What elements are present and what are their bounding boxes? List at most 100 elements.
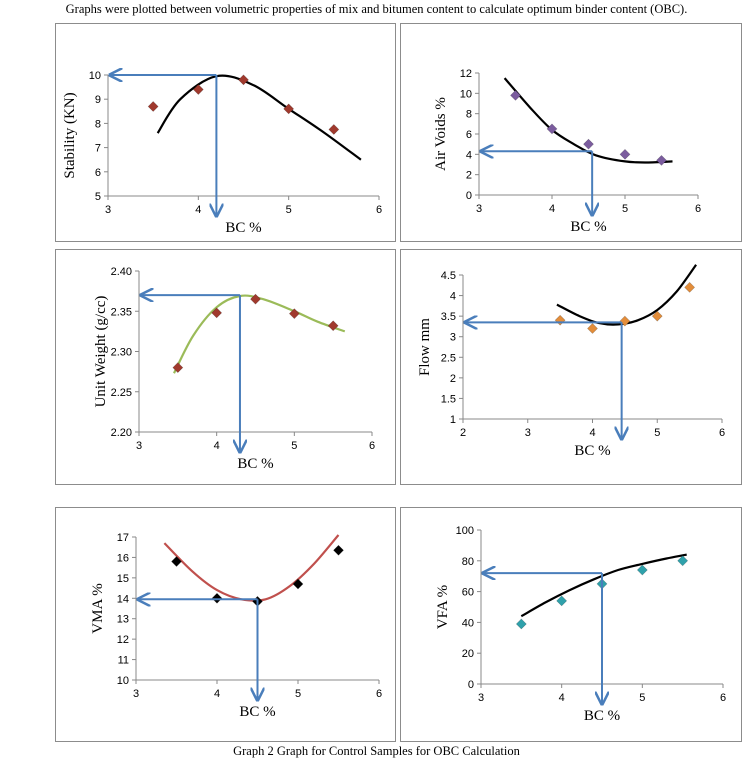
- air-voids-data-point: [510, 89, 521, 101]
- flow-x-tick-label: 3: [525, 427, 531, 439]
- stability-data-point: [238, 74, 249, 86]
- stability-y-tick-label: 10: [89, 70, 101, 82]
- vma-chart-svg: 10 11 12 13 14 15 16 17 3 4 5 6 BC % VMA %: [90, 532, 382, 720]
- vma-y-tick-label: 11: [118, 655, 129, 667]
- vma-trend-curve: [163, 534, 340, 602]
- unit-weight-y-tick-label: 2.35: [111, 306, 132, 318]
- air-voids-y-tick-label: 8: [466, 109, 472, 121]
- vfa-y-tick-label: 100: [456, 525, 474, 537]
- flow-y-tick-label: 1.5: [441, 393, 456, 405]
- air-voids-y-tick-label: 12: [460, 68, 472, 80]
- unit-weight-y-tick-label: 2.30: [111, 347, 132, 359]
- unit-weight-y-tick-label: 2.20: [111, 427, 132, 439]
- unit-weight-y-axis-title: Unit Weight (g/cc): [93, 296, 109, 408]
- flow-y-axis-title: Flow mm: [417, 318, 433, 376]
- vfa-y-tick-label: 40: [462, 617, 474, 629]
- stability-y-axis-title: Stability (KN): [62, 92, 78, 178]
- vfa-x-tick-label: 5: [639, 692, 645, 704]
- stability-x-axis-title: BC %: [225, 220, 261, 236]
- vma-data-point: [292, 578, 304, 590]
- vma-y-tick-label: 12: [117, 634, 129, 646]
- vfa-y-tick-label: 80: [462, 556, 474, 568]
- vfa-y-tick-label: 20: [462, 648, 474, 660]
- unit-weight-trend-curve: [173, 294, 346, 374]
- air-voids-y-tick-label: 6: [466, 129, 472, 141]
- stability-data-point: [192, 84, 204, 95]
- vma-chart-panel: 10 11 12 13 14 15 16 17 3 4 5 6 BC % VMA %: [55, 507, 396, 742]
- stability-y-tick-label: 7: [95, 143, 101, 155]
- vma-y-tick-label: 14: [117, 593, 129, 605]
- stability-y-tick-label: 5: [95, 191, 101, 203]
- unit-weight-y-tick-label: 2.40: [111, 266, 132, 278]
- unit-weight-x-tick-label: 4: [214, 440, 220, 452]
- flow-chart-svg: 1 1.5 2 2.5 3 3.5 4 4.5 2 3 4 5 6 BC % Flow mm: [417, 264, 725, 459]
- vma-data-point: [211, 592, 223, 604]
- stability-y-tick-label: 6: [95, 167, 101, 179]
- flow-y-tick-label: 3.5: [441, 311, 456, 323]
- vfa-y-axis-title: VFA %: [435, 585, 451, 629]
- flow-y-tick-label: 2: [450, 373, 456, 385]
- flow-x-axis-title: BC %: [574, 443, 610, 459]
- unit-weight-data-point: [172, 362, 184, 374]
- unit-weight-data-point: [327, 320, 339, 332]
- figure-heading: Graphs were plotted between volumetric p…: [65, 2, 688, 16]
- vma-x-tick-label: 6: [376, 688, 382, 700]
- vfa-trend-curve: [520, 553, 687, 618]
- flow-y-tick-label: 4.5: [441, 270, 456, 282]
- figure-caption: Graph 2 Graph for Control Samples for OB…: [233, 744, 520, 758]
- flow-y-tick-label: 2.5: [441, 352, 456, 364]
- stability-x-tick-label: 3: [105, 204, 111, 216]
- vfa-data-point: [677, 555, 689, 567]
- unit-weight-data-point: [211, 307, 223, 319]
- air-voids-x-axis-title: BC %: [570, 219, 606, 235]
- flow-x-tick-label: 2: [460, 427, 466, 439]
- vfa-data-point: [515, 618, 527, 630]
- air-voids-y-tick-label: 4: [466, 149, 472, 161]
- stability-x-tick-label: 6: [376, 204, 382, 216]
- stability-chart-panel: 5 6 7 8 9 10 3 4 5 6 BC % Stability (KN): [55, 23, 396, 242]
- air-voids-x-tick-label: 3: [476, 203, 482, 215]
- unit-weight-x-tick-label: 5: [291, 440, 297, 452]
- air-voids-data-point: [619, 148, 631, 160]
- flow-y-tick-label: 1: [450, 414, 456, 426]
- air-voids-data-point: [583, 138, 594, 150]
- stability-x-tick-label: 4: [195, 204, 201, 216]
- flow-data-point: [651, 310, 663, 322]
- stability-data-point: [147, 101, 159, 112]
- air-voids-y-axis-title: Air Voids %: [433, 97, 449, 171]
- stability-data-point: [283, 103, 295, 115]
- flow-trend-curve: [556, 264, 697, 326]
- air-voids-chart-panel: 0 2 4 6 8 10 12 3 4 5 6 BC % Air Voids %: [400, 23, 742, 242]
- air-voids-y-tick-label: 0: [466, 190, 472, 202]
- vfa-chart-panel: 0 20 40 60 80 100 3 4 5 6 BC % VFA %: [400, 507, 742, 742]
- flow-y-tick-label: 4: [450, 291, 456, 303]
- vfa-x-axis-title: BC %: [584, 708, 620, 724]
- stability-x-tick-label: 5: [286, 204, 292, 216]
- vma-y-tick-label: 16: [117, 552, 129, 564]
- air-voids-y-tick-label: 10: [460, 88, 472, 100]
- vfa-data-point: [636, 564, 648, 576]
- vma-data-point: [171, 556, 182, 567]
- vfa-x-tick-label: 4: [559, 692, 565, 704]
- vma-x-tick-label: 5: [295, 688, 301, 700]
- air-voids-data-point: [546, 123, 558, 135]
- vma-y-tick-label: 15: [117, 573, 129, 585]
- air-voids-y-tick-label: 2: [466, 170, 472, 182]
- vma-data-point: [333, 544, 344, 556]
- air-voids-x-tick-label: 6: [695, 203, 701, 215]
- stability-y-tick-label: 8: [95, 118, 101, 130]
- unit-weight-data-point: [288, 308, 300, 320]
- unit-weight-x-axis-title: BC %: [237, 456, 273, 472]
- vfa-y-tick-label: 0: [468, 679, 474, 691]
- unit-weight-x-tick-label: 3: [136, 440, 142, 452]
- unit-weight-chart-svg: 2.20 2.25 2.30 2.35 2.40 3 4 5 6 BC % Unit Weight …: [93, 266, 375, 472]
- vma-y-tick-label: 10: [117, 675, 129, 687]
- stability-y-tick-label: 9: [95, 94, 101, 106]
- air-voids-x-tick-label: 5: [622, 203, 628, 215]
- vma-x-tick-label: 3: [133, 688, 139, 700]
- vfa-x-tick-label: 6: [720, 692, 726, 704]
- vfa-data-point: [556, 595, 568, 607]
- unit-weight-chart-panel: 2.20 2.25 2.30 2.35 2.40 3 4 5 6 BC % Unit Weight …: [55, 249, 396, 485]
- stability-data-point: [328, 124, 340, 135]
- vma-y-axis-title: VMA %: [90, 583, 106, 633]
